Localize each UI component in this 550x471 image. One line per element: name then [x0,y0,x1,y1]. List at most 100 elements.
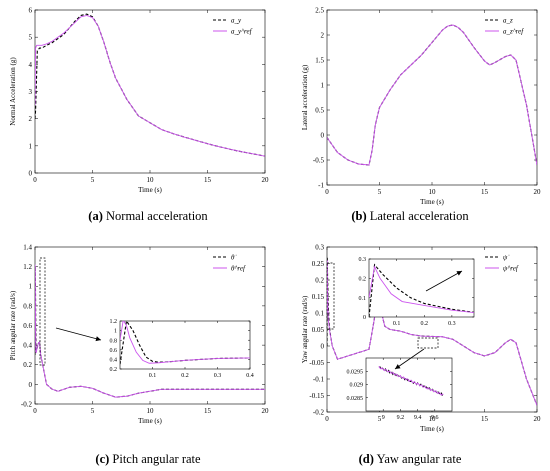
panel-c-inset-xtick-label-1: 0.2 [181,373,189,379]
panel-b-xtick-label-4: 20 [534,188,542,196]
panel-d-inset-ytick-label-2: 0.2 [359,276,367,282]
panel-d-ylabel: Yaw angular rate (rad/s) [301,295,309,363]
caption-b-text: Lateral acceleration [369,209,469,223]
panel-b-xtick-label-3: 15 [481,188,489,196]
panel-b-axes-frame [326,9,538,186]
caption-a: (a) Normal acceleration [28,209,268,224]
panel-c-inset-arrow-head [95,336,101,342]
panel-b-plot: 0 5 10 15 20 -1 -0.5 0 0.5 1 1.5 2 2.5 a_z a_z^ref Time… [301,6,541,206]
caption-d-text: Yaw angular rate [376,452,462,466]
panel-d-ytick-label-1: -0.15 [309,392,324,400]
panel-c-ytick-label-5: 0.8 [23,302,32,310]
panel-d-series-1-reference [327,260,537,406]
caption-a-letter: (a) [88,209,103,223]
panel-d-ytick-label-3: -0.05 [309,359,324,367]
panel-a-ytick-label-5: 5 [29,34,33,42]
panel-b-ylabel: Lateral acceleration (g) [301,64,309,130]
panel-a-xtick-label-2: 10 [147,176,155,184]
caption-c-text: Pitch angular rate [112,452,201,466]
panel-d-inset2-xtick-label-3: 9.6 [431,415,439,421]
caption-b: (b) Lateral acceleration [290,209,530,224]
panel-a-xtick-label-0: 0 [33,176,37,184]
panel-d-inset-ytick-label-0: 0 [363,315,366,321]
panel-c-inset-ytick-label-2: 0.6 [110,348,118,354]
panel-b-xlabel: Time (s) [420,198,444,206]
panel-c-xtick-label-0: 0 [33,407,37,415]
panel-b-legend-label-measured: a_z [503,17,513,25]
panel-d-inset-xtick-label-0: 0.1 [393,321,401,327]
panel-d-inset2-xtick-label-0: 9 [382,415,385,421]
panel-d-plot: 0 5 10 15 20 -0.2 -0.15 -0.1 -0.05 0 0.05 0.1 0.15 0.… [301,243,542,433]
panel-c-inset-arrow-line [55,327,102,341]
panel-d-inset-ytick-label-1: 0.1 [359,296,367,302]
panel-c-ytick-label-6: 1 [29,283,33,291]
panel-c-legend-label-reference: θ̇^ref [231,265,246,273]
panel-c-series-1-reference [35,264,265,398]
panel-d-xtick-label-4: 20 [534,415,542,423]
caption-d: (d) Yaw angular rate [290,452,530,467]
panel-a-xtick-label-1: 5 [91,176,95,184]
panel-c-ytick-label-4: 0.6 [23,322,32,330]
panel-d-ytick-label-5: 0.05 [312,326,325,334]
panel-d-ytick-label-2: -0.1 [313,375,325,383]
panel-d-inset2-xtick-label-2: 9.4 [414,415,422,421]
panel-d-inset2-arrow-line [394,348,425,370]
panel-a-xtick-label-3: 15 [204,176,212,184]
panel-c-ytick-label-1: 0 [29,381,33,389]
panel-d-inset-xtick-label-1: 0.2 [421,321,429,327]
panel-d-ytick-label-7: 0.15 [312,293,325,301]
panel-c-xtick-label-3: 15 [204,407,212,415]
panel-c-ylabel: Pitch angular rate (rad/s) [9,290,17,360]
panel-d-inset2-ytick-label-1: 0.029 [350,383,364,389]
panel-c-ytick-label-0: -0.2 [21,400,33,408]
panel-d-inset2-xtick-label-1: 9.2 [397,415,405,421]
panel-c-inset-ytick-label-4: 1 [114,329,117,335]
panel-c-inset-ytick-label-5: 1.2 [110,319,118,325]
panel-b-xtick-label-0: 0 [325,188,329,196]
panel-b-ytick-label-7: 2.5 [315,6,324,14]
caption-a-text: Normal acceleration [106,209,208,223]
panel-b-ytick-label-4: 1 [321,81,325,89]
panel-d-inset-xtick-label-2: 0.3 [448,321,456,327]
panel-d-xtick-label-2: 10 [429,415,437,423]
panel-d-zoom-rect [326,262,335,330]
panel-a-legend-label-reference: a_y^ref [231,28,253,36]
panel-b-ytick-label-3: 0.5 [315,106,324,114]
panel-c-inset-ytick-label-1: 0.4 [110,358,118,364]
panel-a-ytick-label-4: 4 [29,61,33,69]
panel-a-axes-frame [34,9,266,174]
caption-c: (c) Pitch angular rate [28,452,268,467]
panel-d-ytick-label-9: 0.25 [312,260,325,268]
panel-d-ytick-label-0: -0.2 [313,408,325,416]
panel-c-ytick-label-2: 0.2 [23,361,32,369]
panel-a-series-1-reference [35,14,265,157]
panel-a-ylabel: Normal Acceleration (g) [9,57,17,126]
panel-a-xlabel: Time (s) [138,186,162,194]
panel-a-legend-label-measured: a_y [231,17,242,25]
panel-d-inset-ytick-label-3: 0.3 [359,257,367,263]
panel-c-inset-xtick-label-2: 0.3 [214,373,222,379]
panel-b-ytick-label-1: -0.5 [313,156,325,164]
panel-d-ytick-label-6: 0.1 [315,309,324,317]
panel-d-xlabel: Time (s) [420,425,444,433]
panel-b-ytick-label-2: 0 [321,131,325,139]
panel-d-inset-arrow-line [425,270,463,292]
panel-c-ytick-label-7: 1.2 [23,263,32,271]
panel-a-ytick-label-2: 2 [29,115,33,123]
panel-d-zoom-rect-2 [417,337,439,349]
panel-c-xlabel: Time (s) [138,417,162,425]
panel-c-inset-ytick-label-0: 0.2 [110,367,118,373]
panel-c-legend-label-measured: θ̇ [231,254,236,262]
panel-b-xtick-label-2: 10 [429,188,437,196]
panel-d-inset-arrow-head [456,271,462,276]
panel-d-legend-label-reference: ψ̇^ref [503,265,519,273]
panel-c-inset-axes-frame [119,320,251,370]
caption-c-letter: (c) [95,452,110,466]
panel-a-ytick-label-1: 1 [29,142,33,150]
panel-d-inset2-series-1-reference [378,365,444,396]
panel-a-ytick-label-0: 0 [29,169,33,177]
panel-c-xtick-label-4: 20 [262,407,270,415]
panel-c-ytick-label-3: 0.4 [23,342,32,350]
panel-c-inset-xtick-label-0: 0.1 [149,373,157,379]
